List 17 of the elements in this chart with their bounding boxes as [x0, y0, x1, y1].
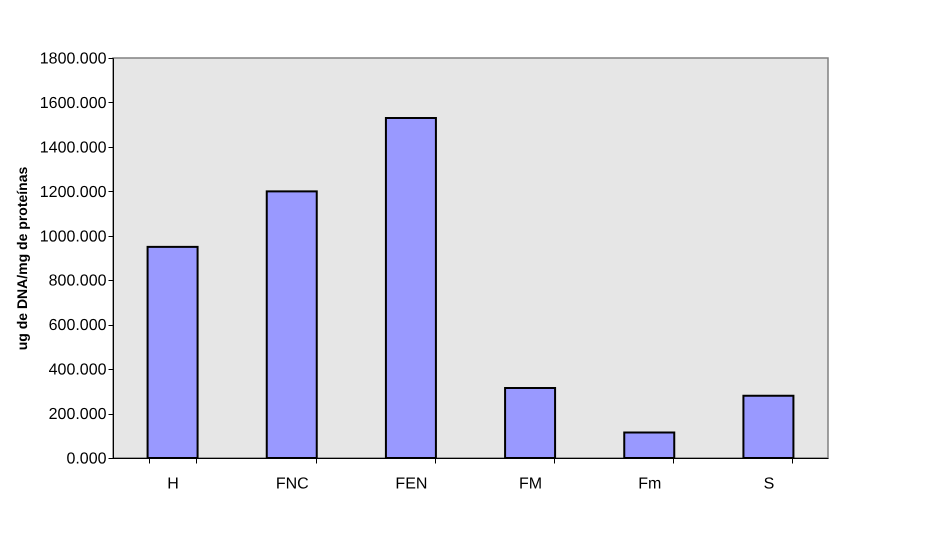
x-tick-label: FEN	[395, 476, 428, 492]
y-tick-label: 600.000	[48, 317, 107, 334]
x-tick-label: H	[167, 476, 179, 492]
x-tick-label: FM	[519, 476, 542, 492]
y-tick-label: 800.000	[48, 272, 107, 290]
y-tick-label: 1000.000	[40, 228, 107, 246]
x-tick-label: FNC	[276, 476, 309, 492]
x-tick-label: S	[764, 476, 774, 492]
y-tick-label: 1200.000	[40, 184, 107, 201]
y-tick-label: 400.000	[48, 362, 107, 379]
y-tick-label: 1800.000	[40, 50, 107, 68]
y-tick-label: 0.000	[66, 450, 107, 468]
y-tick-label: 1600.000	[40, 94, 107, 112]
y-tick-label: 200.000	[48, 406, 107, 424]
x-tick-label: Fm	[638, 476, 662, 492]
y-axis-title: ug de DNA/mg de proteínas	[14, 166, 30, 350]
y-tick-label: 1400.000	[40, 139, 107, 156]
